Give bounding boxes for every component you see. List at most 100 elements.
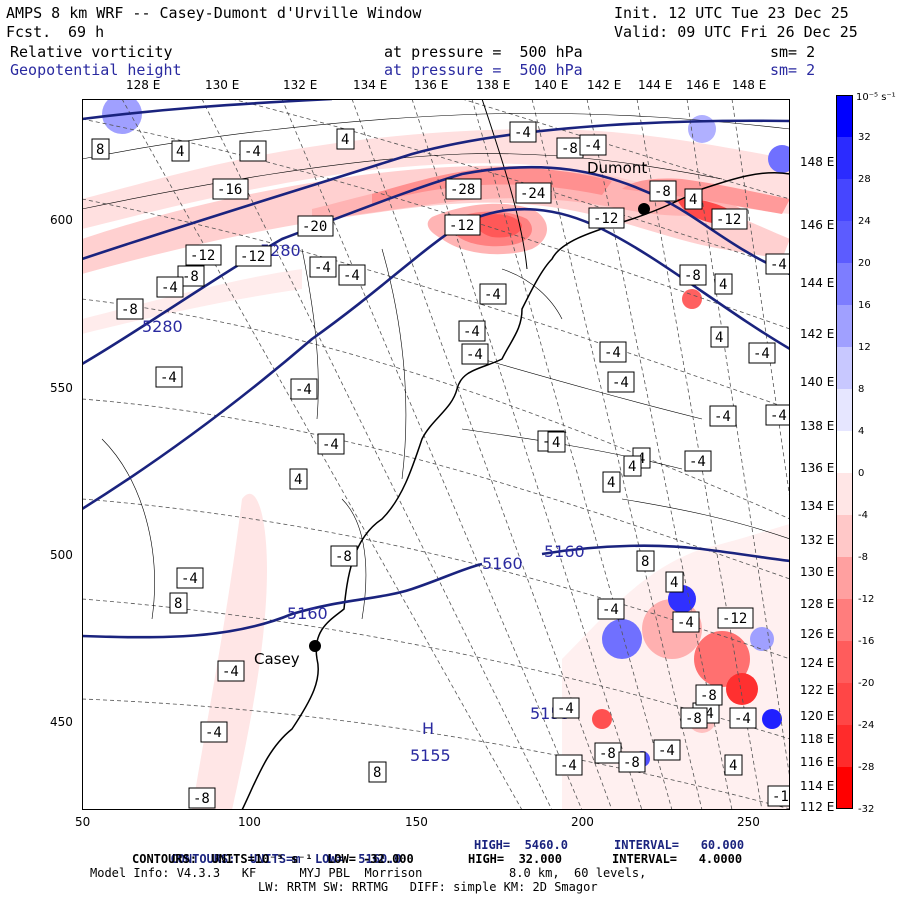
svg-text:-4: -4 [222,664,239,680]
right-lon-label: 124 E [800,656,835,670]
vorticity-label: -4 [709,405,737,427]
vorticity-label: -4 [317,433,345,455]
colorbar-swatch [836,683,853,726]
vorticity-label: -12 [444,214,481,236]
colorbar-swatch [836,263,853,306]
svg-text:8: 8 [174,596,182,612]
x-tick: 250 [737,815,760,829]
svg-text:8: 8 [96,142,104,158]
svg-text:-8: -8 [193,791,210,807]
height-label: 5160 [482,554,523,573]
init-time: Init. 12 UTC Tue 23 Dec 25 [614,4,849,22]
right-lon-label: 120 E [800,709,835,723]
svg-text:-4: -4 [160,370,177,386]
right-lon-label: 118 E [800,732,835,746]
vorticity-label: -4 [579,134,607,156]
right-lon-label: 138 E [800,419,835,433]
svg-text:8: 8 [641,554,649,570]
title: AMPS 8 km WRF -- Casey-Dumont d'Urville … [6,4,422,22]
x-tick: 100 [238,815,261,829]
field2-name: Geopotential height [10,61,182,79]
vorticity-label: -8 [680,707,708,729]
field1-smoothing: sm= 2 [770,43,816,61]
vorticity-label: -12 [235,245,272,267]
colorbar-label: 28 [858,174,871,185]
colorbar-swatch [836,389,853,432]
vorticity-label: 4 [665,571,684,593]
right-lon-label: 130 E [800,565,835,579]
vorticity-label: 8 [169,592,188,614]
vorticity-label: -28 [445,178,482,200]
colorbar-label: 32 [858,132,871,143]
top-lon-label: 146 E [686,78,721,92]
vorticity-label: -8 [649,180,677,202]
right-lon-label: 144 E [800,276,835,290]
colorbar-swatch [836,179,853,222]
vorticity-label: -12 [711,208,748,230]
vorticity-label: 4 [602,471,621,493]
colorbar-swatch [836,347,853,390]
vorticity-label: 4 [171,140,190,162]
svg-text:4: 4 [607,475,615,491]
svg-text:-8: -8 [599,746,616,762]
vorticity-label: 4 [547,431,566,453]
right-lon-label: 128 E [800,597,835,611]
vorticity-label: -8 [330,545,358,567]
colorbar-swatch [836,95,853,138]
colorbar-label: 8 [858,384,865,395]
right-lon-label: 136 E [800,461,835,475]
vorticity-label: -4 [672,611,700,633]
colorbar-label: 0 [858,468,865,479]
vorticity-label: 4 [724,754,743,776]
svg-text:-4: -4 [205,725,222,741]
vorticity-label: -4 [338,264,366,286]
svg-text:-8: -8 [684,268,701,284]
colorbar-label: -12 [858,594,875,605]
colorbar-label: 12 [858,342,871,353]
svg-text:-4: -4 [484,287,501,303]
svg-text:-12: -12 [772,789,790,805]
vorticity-map: 5280 5280 5160 5160 5160 5155 5155 H Cas… [82,99,790,810]
svg-text:-8: -8 [685,711,702,727]
y-tick: 500 [50,548,73,562]
vorticity-label: -4 [176,567,204,589]
dumont-station-marker [638,203,650,215]
svg-text:-4: -4 [514,125,531,141]
dumont-label: Dumont [587,159,647,177]
low-marker: H [422,719,434,738]
svg-text:-12: -12 [716,212,741,228]
svg-text:-8: -8 [121,302,138,318]
casey-label: Casey [254,650,300,668]
vorticity-label: -4 [309,256,337,278]
vorticity-label: -4 [458,320,486,342]
field1-pressure: at pressure = 500 hPa [384,43,583,61]
svg-text:-4: -4 [295,382,312,398]
vorticity-label: -4 [599,341,627,363]
top-lon-label: 140 E [534,78,569,92]
vorticity-label: -4 [653,739,681,761]
field2-smoothing: sm= 2 [770,61,816,79]
right-lon-label: 142 E [800,327,835,341]
vorticity-label: -8 [188,787,216,809]
height-contour-interval: INTERVAL= 60.000 [614,838,745,852]
svg-text:-4: -4 [677,615,694,631]
vorticity-label: -4 [156,276,184,298]
colorbar-swatch [836,473,853,516]
svg-text:-4: -4 [463,324,480,340]
vorticity-label: 4 [623,455,642,477]
svg-text:4: 4 [552,435,560,451]
svg-text:-4: -4 [343,268,360,284]
colorbar-label: -28 [858,762,875,773]
colorbar-swatch [836,305,853,348]
vorticity-label: -4 [765,404,790,426]
top-lon-label: 130 E [205,78,240,92]
vorticity-label: -12 [717,607,754,629]
vorticity-label: -20 [297,215,334,237]
svg-text:4: 4 [628,459,636,475]
svg-text:4: 4 [670,575,678,591]
colorbar-swatch [836,599,853,642]
height-contour-info: CONTOURS: UNITS=m LOW= 5160.0 [156,838,401,866]
vorticity-label: -8 [679,264,707,286]
right-lon-label: 146 E [800,218,835,232]
top-lon-label: 138 E [476,78,511,92]
